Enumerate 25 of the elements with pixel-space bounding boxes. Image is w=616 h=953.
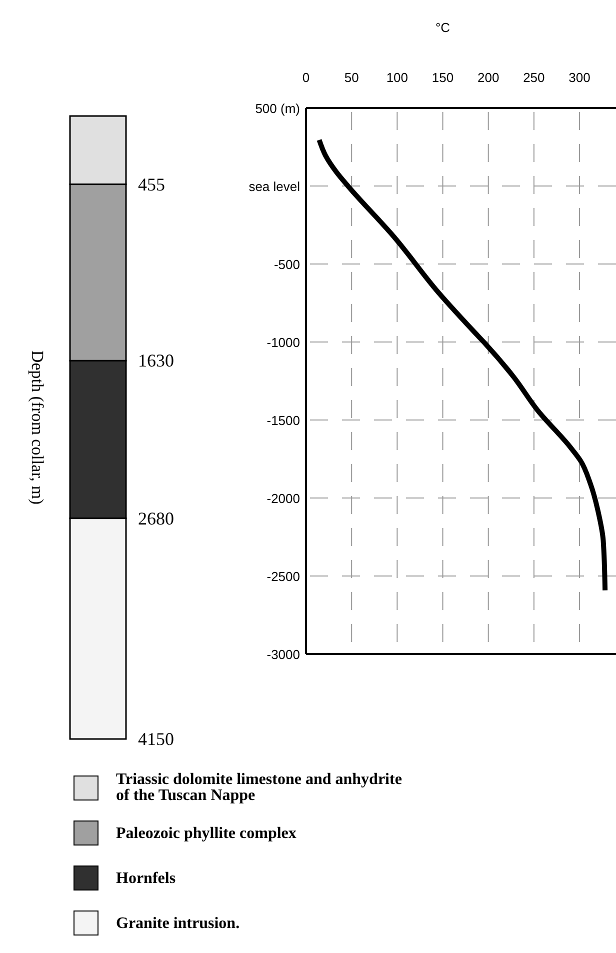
- x-tick-label: 300: [568, 70, 590, 85]
- y-tick-label: -500: [274, 257, 300, 272]
- y-tick-label: -2000: [266, 491, 300, 506]
- x-tick-label: 150: [432, 70, 454, 85]
- legend-label: Paleozoic phyllite complex: [116, 825, 296, 842]
- x-tick-label: 200: [478, 70, 500, 85]
- y-tick-label: -3000: [266, 647, 300, 662]
- y-tick-label: -1000: [266, 335, 300, 350]
- x-tick-label: 50: [344, 70, 359, 85]
- legend-label: Hornfels: [116, 870, 176, 887]
- y-tick-label: 4150: [138, 729, 174, 749]
- y-axis-title: Depth (from collar, m): [28, 350, 47, 505]
- y-tick-label: -2500: [266, 569, 300, 584]
- legend-label: Triassic dolomite limestone and anhydrite of the Tuscan Nappe: [116, 771, 402, 804]
- y-tick-label: -1500: [266, 413, 300, 428]
- y-tick-label: 455: [138, 174, 165, 194]
- y-tick-label: 2680: [138, 508, 174, 528]
- x-tick-label: 100: [386, 70, 408, 85]
- legend-label: Granite intrusion.: [116, 915, 240, 932]
- x-tick-label: 250: [523, 70, 545, 85]
- y-tick-label: 1630: [138, 350, 174, 371]
- y-tick-label: 500 (m): [255, 101, 300, 116]
- x-tick-label: 0: [302, 70, 310, 85]
- x-axis-title: °C: [435, 20, 450, 35]
- y-tick-label: sea level: [248, 179, 300, 194]
